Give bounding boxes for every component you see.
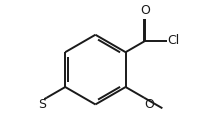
- Text: O: O: [140, 4, 150, 18]
- Text: S: S: [38, 98, 46, 111]
- Text: Cl: Cl: [168, 34, 180, 47]
- Text: O: O: [145, 98, 155, 111]
